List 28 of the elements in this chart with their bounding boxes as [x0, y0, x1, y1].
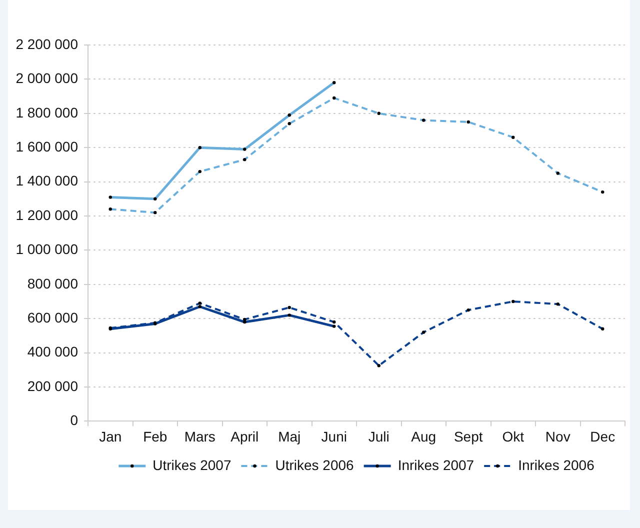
y-tick-label: 1 200 000	[16, 206, 78, 223]
x-tick-label: Jan	[99, 428, 122, 444]
y-tick-label: 2 000 000	[16, 70, 78, 86]
y-tick-label: 800 000	[27, 275, 78, 292]
legend-label: Inrikes 2006	[518, 456, 595, 473]
legend-label: Utrikes 2007	[152, 456, 232, 473]
x-tick-label: Feb	[143, 428, 168, 444]
x-tick-label: Sept	[454, 428, 483, 444]
legend-label: Utrikes 2006	[275, 456, 354, 473]
y-tick-label: 2 200 000	[16, 36, 78, 52]
y-tick-label: 0	[70, 412, 78, 428]
y-tick-label: 1 800 000	[16, 104, 78, 120]
y-tick-label: 1 000 000	[16, 241, 78, 258]
y-tick-label: 400 000	[27, 344, 78, 360]
y-tick-label: 200 000	[27, 378, 78, 394]
x-tick-label: April	[230, 428, 259, 444]
x-tick-label: Aug	[411, 428, 436, 444]
x-tick-label: Nov	[545, 428, 570, 444]
legend-label: Inrikes 2007	[398, 456, 474, 473]
x-tick-label: Maj	[278, 428, 301, 444]
x-tick-label: Juli	[368, 428, 390, 444]
y-tick-label: 1 600 000	[16, 138, 78, 154]
x-tick-label: Juni	[321, 428, 347, 444]
x-tick-label: Dec	[590, 428, 616, 444]
y-tick-label: 600 000	[27, 309, 78, 326]
x-tick-label: Mars	[184, 428, 216, 444]
x-tick-label: Okt	[502, 428, 524, 444]
y-tick-label: 1 400 000	[16, 172, 78, 189]
